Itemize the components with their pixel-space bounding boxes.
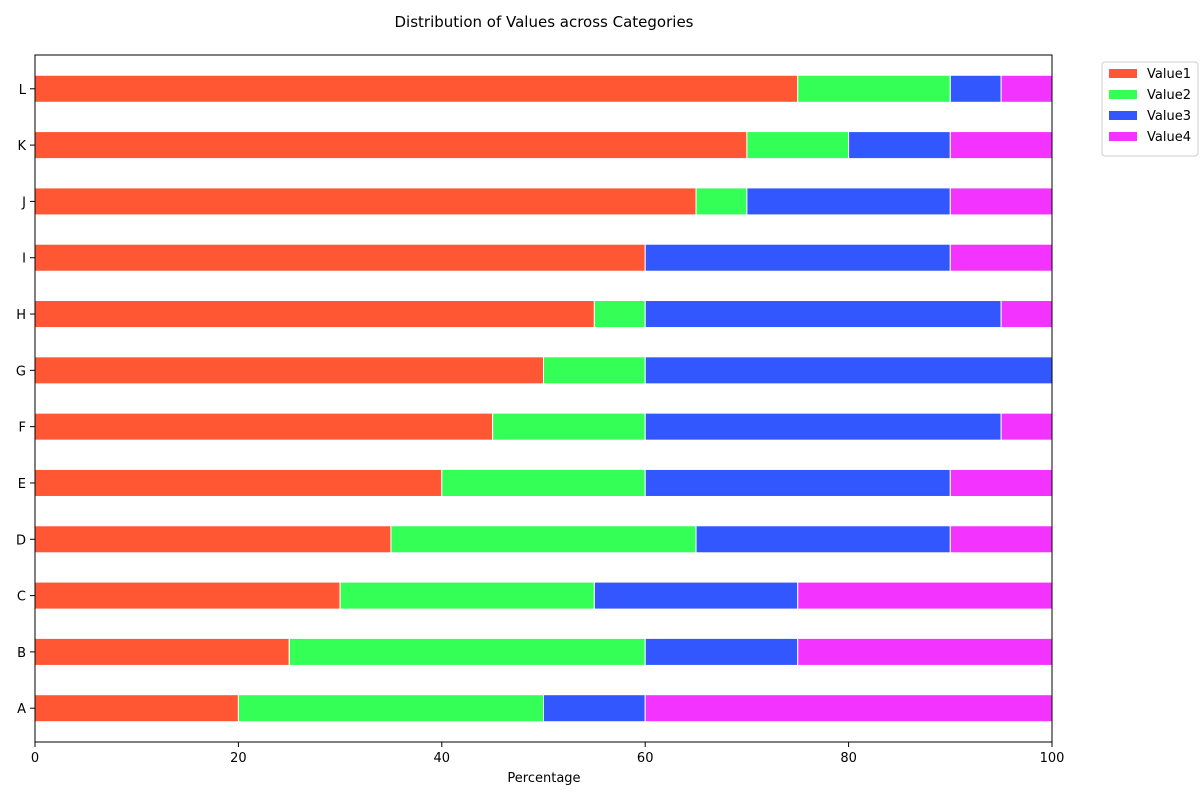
legend-label-value3: Value3 xyxy=(1147,109,1191,124)
x-tick-label: 80 xyxy=(840,751,857,766)
bar-j-value2 xyxy=(695,187,748,216)
legend-swatch-value3 xyxy=(1109,111,1137,120)
legend-swatch-value1 xyxy=(1109,69,1137,78)
bar-a-value4 xyxy=(644,694,1053,723)
y-tick-label: F xyxy=(19,421,26,436)
bar-b-value1 xyxy=(34,637,290,666)
x-axis: 0 20 40 60 80 100 xyxy=(31,742,1065,766)
y-tick-label: L xyxy=(19,83,27,98)
bar-f-value3 xyxy=(644,412,1002,441)
bar-c-value4 xyxy=(797,581,1053,610)
y-tick-label: I xyxy=(22,252,26,267)
bar-g-value1 xyxy=(34,356,544,385)
y-tick-label: K xyxy=(17,139,26,154)
bar-e-value2 xyxy=(441,468,646,497)
bar-e-value3 xyxy=(644,468,951,497)
bar-d-value4 xyxy=(949,525,1053,554)
bar-b-value4 xyxy=(797,637,1053,666)
y-axis: A B C D E F G H I J K L xyxy=(16,83,35,717)
bar-a-value1 xyxy=(34,694,239,723)
bar-k-value1 xyxy=(34,131,748,160)
x-axis-label: Percentage xyxy=(507,771,580,786)
bar-j-value4 xyxy=(949,187,1053,216)
bar-a-value2 xyxy=(237,694,544,723)
bar-e-value4 xyxy=(949,468,1053,497)
bars-group xyxy=(34,74,1053,723)
x-tick-label: 20 xyxy=(230,751,247,766)
chart-title: Distribution of Values across Categories xyxy=(395,13,694,31)
bar-c-value3 xyxy=(593,581,799,610)
legend-label-value2: Value2 xyxy=(1147,88,1191,103)
plot-frame xyxy=(34,54,1053,743)
bar-j-value3 xyxy=(746,187,951,216)
y-tick-label: D xyxy=(16,533,26,548)
y-tick-label: G xyxy=(16,364,26,379)
bar-k-value2 xyxy=(746,131,850,160)
bar-k-value4 xyxy=(949,131,1053,160)
y-tick-label: B xyxy=(17,646,26,661)
bar-c-value2 xyxy=(339,581,595,610)
legend-swatch-value4 xyxy=(1109,132,1137,141)
bar-i-value3 xyxy=(644,243,951,272)
legend-label-value1: Value1 xyxy=(1147,67,1191,82)
bar-h-value2 xyxy=(593,300,646,329)
bar-b-value2 xyxy=(288,637,646,666)
bar-h-value4 xyxy=(1000,300,1053,329)
bar-c-value1 xyxy=(34,581,341,610)
bar-f-value1 xyxy=(34,412,494,441)
bar-l-value4 xyxy=(1000,74,1053,103)
y-tick-label: C xyxy=(17,590,26,605)
y-tick-label: H xyxy=(16,308,26,323)
x-tick-label: 40 xyxy=(434,751,451,766)
legend-swatch-value2 xyxy=(1109,90,1137,99)
bar-d-value2 xyxy=(390,525,697,554)
bar-i-value1 xyxy=(34,243,646,272)
bar-h-value3 xyxy=(644,300,1002,329)
bar-e-value1 xyxy=(34,468,443,497)
legend-label-value4: Value4 xyxy=(1147,130,1191,145)
bar-k-value3 xyxy=(848,131,951,160)
y-tick-label: J xyxy=(21,195,26,210)
y-tick-label: E xyxy=(18,477,26,492)
bar-g-value3 xyxy=(644,356,1053,385)
bar-h-value1 xyxy=(34,300,595,329)
bar-a-value3 xyxy=(543,694,646,723)
bar-d-value3 xyxy=(695,525,951,554)
legend: Value1 Value2 Value3 Value4 xyxy=(1101,61,1199,157)
bar-i-value4 xyxy=(949,243,1053,272)
bar-d-value1 xyxy=(34,525,392,554)
x-tick-label: 100 xyxy=(1040,751,1065,766)
bar-j-value1 xyxy=(34,187,697,216)
bar-l-value1 xyxy=(34,74,799,103)
x-tick-label: 60 xyxy=(637,751,654,766)
y-tick-label: A xyxy=(17,702,26,717)
bar-f-value2 xyxy=(492,412,646,441)
bar-g-value2 xyxy=(543,356,646,385)
bar-l-value2 xyxy=(797,74,951,103)
bar-b-value3 xyxy=(644,637,799,666)
x-tick-label: 0 xyxy=(31,751,39,766)
bar-l-value3 xyxy=(949,74,1002,103)
bar-f-value4 xyxy=(1000,412,1053,441)
